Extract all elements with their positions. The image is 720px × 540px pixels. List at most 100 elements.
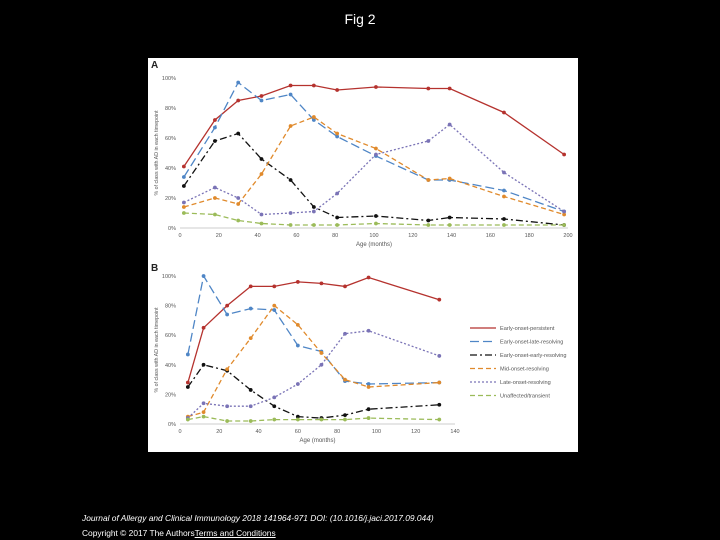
y-tick-label: 0%	[168, 226, 176, 232]
data-point	[225, 367, 230, 372]
data-point	[562, 152, 567, 157]
data-point	[335, 88, 340, 92]
data-point	[447, 223, 452, 227]
data-point	[343, 417, 347, 422]
y-tick-label: 60%	[165, 333, 176, 339]
data-point	[295, 280, 300, 284]
y-tick-label: 100%	[162, 274, 176, 280]
x-tick-label: 0	[178, 233, 181, 239]
data-point	[181, 175, 186, 179]
series-line	[187, 330, 440, 419]
data-point	[185, 352, 190, 357]
series-line	[183, 132, 565, 226]
data-point	[311, 209, 316, 214]
data-point	[259, 221, 264, 226]
series-line	[187, 415, 440, 422]
x-axis-title: Age (months)	[356, 242, 392, 248]
legend-label: Late-onset-resolving	[500, 380, 551, 386]
series-mid-onset-resolving	[181, 115, 567, 217]
data-point	[272, 308, 277, 312]
data-point	[295, 322, 300, 327]
data-point	[447, 86, 452, 91]
citation-text: Journal of Allergy and Clinical Immunolo…	[82, 513, 434, 523]
series-early-onset-persistent	[185, 275, 442, 385]
figure-svg: A 0% 20% 40% 60% 80% 100% 0 20 40 60 80 100 120 140 160…	[151, 60, 573, 444]
panel-b: B 0% 20% 40% 60% 80% 100% 0 20 40 60 80 100 120 140 Age…	[151, 263, 567, 444]
x-tick-label: 60	[295, 429, 301, 435]
data-point	[248, 336, 253, 341]
data-point	[335, 134, 340, 139]
data-point	[437, 380, 442, 385]
x-tick-label: 160	[486, 233, 495, 239]
data-point	[213, 212, 217, 217]
copyright-text: Copyright © 2017 The Authors	[82, 528, 195, 538]
panel-label: A	[151, 60, 158, 71]
data-point	[343, 377, 347, 382]
data-point	[185, 380, 190, 385]
legend-label: Early-onset-early-resolving	[500, 353, 567, 359]
series-line	[187, 276, 440, 383]
y-tick-label: 100%	[162, 76, 176, 82]
data-point	[185, 417, 190, 422]
series-mid-onset-resolving	[185, 303, 442, 419]
data-point	[374, 146, 378, 151]
data-point	[426, 178, 431, 182]
data-point	[311, 115, 316, 119]
terms-link[interactable]: Terms and Conditions	[194, 528, 276, 538]
data-point	[311, 118, 316, 122]
legend: Early-onset-persistent Early-onset-late-r…	[470, 326, 567, 400]
data-point	[288, 92, 293, 97]
panel-a: A 0% 20% 40% 60% 80% 100% 0 20 40 60 80 100 120 140 160…	[151, 60, 573, 248]
data-point	[201, 414, 206, 419]
data-point	[236, 98, 241, 103]
data-point	[248, 388, 253, 392]
data-point	[335, 131, 340, 136]
x-tick-label: 120	[411, 429, 420, 435]
data-point	[225, 303, 230, 308]
data-point	[335, 215, 340, 220]
data-point	[374, 85, 378, 89]
data-point	[311, 223, 316, 227]
data-point	[426, 86, 431, 91]
data-point	[319, 281, 324, 286]
data-point	[343, 413, 347, 418]
data-point	[213, 139, 217, 143]
data-point	[272, 284, 277, 289]
data-point	[288, 178, 293, 182]
series-early-onset-persistent	[181, 83, 567, 169]
data-point	[225, 419, 230, 423]
x-tick-label: 80	[334, 429, 340, 435]
x-tick-label: 140	[447, 233, 456, 239]
series-late-onset-resolving	[181, 122, 567, 217]
data-point	[185, 385, 190, 389]
data-point	[201, 325, 206, 330]
series-line	[183, 81, 565, 213]
data-point	[236, 131, 241, 136]
data-point	[319, 362, 324, 367]
data-point	[272, 303, 277, 308]
data-point	[259, 172, 264, 176]
data-point	[311, 83, 316, 88]
data-point	[447, 122, 452, 127]
series-early-onset-early-resolving	[185, 362, 442, 420]
data-point	[437, 402, 442, 407]
data-point	[437, 417, 442, 422]
data-point	[236, 218, 241, 223]
panel-label: B	[151, 263, 158, 274]
data-point	[374, 214, 378, 218]
data-point	[181, 164, 186, 169]
data-point	[447, 176, 452, 181]
data-point	[248, 419, 253, 423]
x-axis-title: Age (months)	[299, 438, 335, 444]
data-point	[272, 395, 277, 400]
data-point	[213, 125, 217, 130]
data-point	[181, 205, 186, 209]
data-point	[335, 223, 340, 227]
data-point	[426, 223, 431, 227]
data-point	[213, 118, 217, 122]
x-tick-label: 20	[216, 233, 222, 239]
data-point	[295, 417, 300, 422]
data-point	[502, 223, 506, 227]
series-line	[183, 84, 565, 167]
data-point	[259, 94, 264, 98]
